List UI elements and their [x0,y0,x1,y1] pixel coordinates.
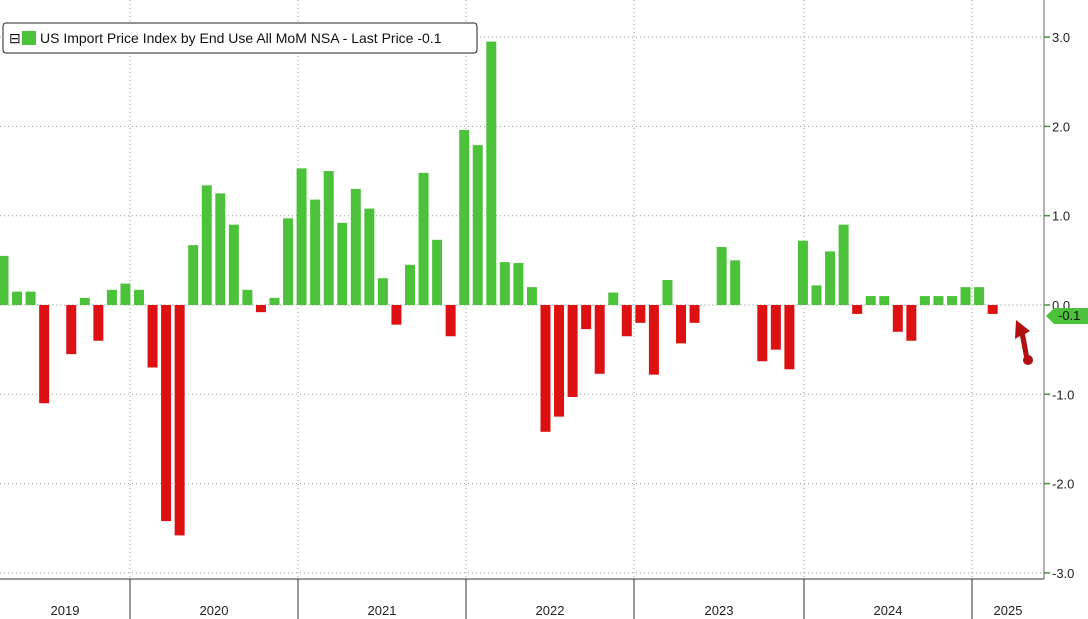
legend-box [2,22,478,54]
bar [554,305,565,417]
bar [79,297,90,305]
bar [242,289,253,305]
last-value-marker: -0.1 [1046,308,1088,324]
last-value-label: -0.1 [1058,308,1080,323]
bar [472,145,483,305]
bar [337,222,348,305]
y-tick-label: -2.0 [1052,477,1074,492]
bar [865,296,876,305]
y-tick-label: 2.0 [1052,119,1070,134]
bar [662,279,673,305]
legend: ⊟ US Import Price Index by End Use All M… [2,22,478,54]
bar [540,305,551,432]
bar [797,240,808,305]
bar [39,305,50,404]
bar [283,218,294,305]
bar [66,305,77,355]
bar [919,296,930,305]
bar [147,305,158,368]
bar [459,129,470,305]
legend-toggle-icon[interactable]: ⊟ [9,30,21,46]
bar [648,305,659,375]
y-tick-label: -3.0 [1052,566,1074,581]
bar [201,185,212,305]
bar [188,245,199,305]
bar [12,291,23,305]
bar [716,246,727,305]
y-tick-label: -1.0 [1052,387,1074,402]
bar [770,305,781,350]
last-value-tag [1046,308,1088,324]
bar [621,305,632,337]
bar [0,255,9,305]
bar [892,305,903,332]
x-tick-label: 2024 [874,603,903,618]
bar [228,224,239,305]
bar [730,260,741,305]
bar [933,296,944,305]
bar [987,305,998,314]
bar [974,287,985,305]
bar [513,263,524,305]
x-tick-label: 2020 [200,603,229,618]
bar [526,287,537,305]
bar [784,305,795,370]
bar [377,278,388,305]
x-tick-label: 2025 [994,603,1023,618]
bar [676,305,686,344]
bar [25,291,36,305]
bar [445,305,456,337]
y-tick-label: 3.0 [1052,30,1070,45]
bar [391,305,402,325]
bar [635,305,646,323]
bars-layer [0,41,998,536]
bar [567,305,578,397]
bar [757,305,768,362]
x-tick-label: 2023 [705,603,734,618]
bar [852,305,863,314]
bar [608,292,619,305]
bar [825,251,836,305]
bar [364,208,375,305]
bar [432,239,443,305]
bar [120,283,131,305]
bar [161,305,172,522]
x-tick-label: 2021 [368,603,397,618]
bar [93,305,104,341]
bar [499,262,510,305]
bar [405,264,415,305]
bar [106,289,117,305]
bar [581,305,592,330]
bar [323,171,334,305]
bar [879,296,890,305]
annotation-arrow-icon [1015,320,1033,365]
bar [350,188,361,305]
bar [310,199,321,305]
bar [689,305,700,323]
bar [947,296,957,305]
bar [134,289,144,305]
bar [486,41,497,305]
legend-swatch [22,31,36,45]
bar [418,172,429,305]
y-tick-label: 1.0 [1052,209,1070,224]
bar [174,305,185,536]
bar [594,305,605,374]
bar [811,285,822,305]
bar [255,305,266,313]
x-tick-label: 2019 [51,603,80,618]
bar [906,305,917,341]
legend-label: US Import Price Index by End Use All MoM… [40,30,442,46]
bar [960,287,971,305]
bar [296,168,307,305]
bar [838,224,849,305]
bar [269,297,280,305]
bar [215,193,226,305]
x-tick-label: 2022 [536,603,565,618]
